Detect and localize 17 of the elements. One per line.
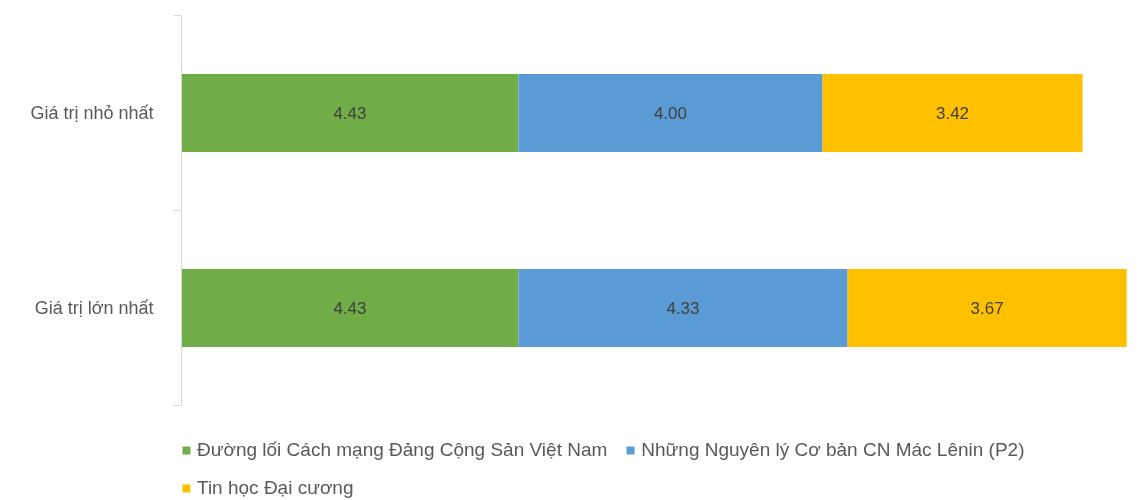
bar <box>822 74 1083 152</box>
legend-label: Đường lối Cách mạng Đảng Cộng Sản Việt Nam <box>197 439 608 461</box>
bar <box>518 74 823 152</box>
bar <box>181 269 519 347</box>
bar <box>847 269 1127 347</box>
data-label: 3.67 <box>970 299 1004 318</box>
bar <box>518 269 848 347</box>
legend-label: Tin học Đại cương <box>197 477 354 499</box>
y-tick-label: Giá trị nhỏ nhất <box>30 103 154 123</box>
data-label: 4.33 <box>666 299 700 318</box>
y-tick-label: Giá trị lớn nhất <box>34 298 154 318</box>
data-label: 4.00 <box>653 104 687 123</box>
data-label: 4.43 <box>333 299 367 318</box>
legend-label: Những Nguyên lý Cơ bản CN Mác Lênin (P2) <box>641 439 1025 461</box>
data-label: 3.42 <box>935 104 970 123</box>
bar <box>181 74 519 152</box>
data-label: 4.43 <box>333 104 367 123</box>
